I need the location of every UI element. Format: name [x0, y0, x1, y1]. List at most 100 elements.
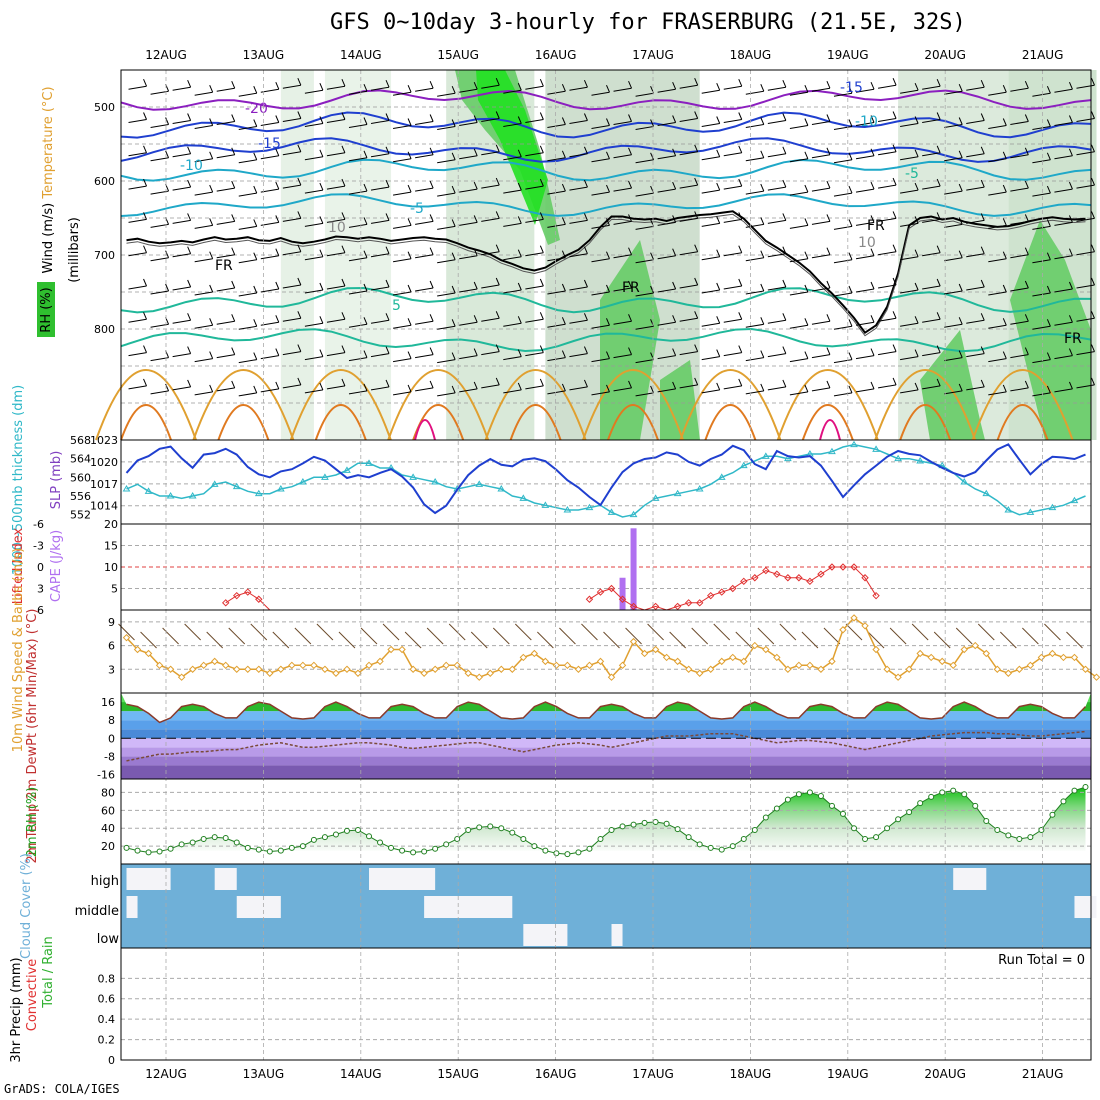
wind-barb-shaft: [966, 319, 985, 324]
wind-barb-flag: [231, 347, 236, 355]
wind-barb-flag: [1002, 218, 1007, 226]
wind-barb-flag: [870, 281, 875, 290]
surface-barb: [647, 623, 664, 641]
cloud-layer-label: low: [97, 932, 120, 947]
wind-barb-shaft: [657, 355, 676, 360]
wind-speed-marker: [806, 661, 814, 670]
wind-barb-shaft: [900, 123, 919, 127]
wind-barb-shaft: [855, 122, 875, 126]
wind-barb-flag: [848, 385, 853, 394]
wind-barb-flag: [760, 283, 765, 292]
wind-barb-shaft: [459, 355, 478, 360]
wind-barb-flag: [804, 184, 809, 193]
lifted-index-marker: [707, 591, 715, 600]
wind-barb-shaft: [855, 355, 875, 360]
wind-barb-flag: [209, 351, 214, 359]
wind-barb-flag: [297, 377, 302, 386]
wind-barb-shaft: [811, 287, 831, 292]
rh-marker: [410, 849, 417, 856]
lifted-index-marker: [861, 574, 869, 582]
wind-barb-flag: [231, 380, 236, 389]
wind-barb-shaft: [326, 152, 346, 157]
wind-barb-shaft: [150, 157, 169, 162]
wind-speed-marker: [773, 653, 781, 662]
wind-speed-marker: [740, 657, 748, 666]
wind-barb-flag: [958, 217, 963, 225]
wind-barb-flag: [738, 278, 743, 287]
wind-barb-flag: [187, 179, 192, 188]
wind-barb-shaft: [172, 153, 191, 158]
wind-speed-marker: [607, 673, 616, 681]
lifted-index-marker: [244, 588, 252, 596]
wind-barb-shaft: [1054, 388, 1073, 393]
wind-barb-flag: [297, 277, 302, 286]
temperature-contour: [120, 137, 1092, 163]
wind-barb-flag: [385, 179, 390, 188]
cloud-block: [611, 924, 623, 946]
wind-barb-shaft: [922, 185, 941, 190]
rh-marker: [663, 820, 670, 827]
wind-barb-flag: [936, 212, 941, 220]
wind-barb-shaft: [128, 318, 147, 323]
cloud-block: [953, 868, 987, 890]
wind-barb-flag: [363, 350, 368, 358]
wind-barb-shaft: [459, 388, 478, 393]
wind-barb-flag: [606, 85, 610, 93]
wind-barb-flag: [275, 115, 280, 123]
wind-barb-shaft: [767, 286, 786, 291]
wind-barb-shaft: [282, 118, 301, 122]
wind-barb-flag: [760, 350, 765, 358]
wind-barb-flag: [1068, 315, 1073, 323]
wind-barb-shaft: [613, 87, 632, 92]
contour-label: FR: [867, 218, 885, 234]
wind-barb-flag: [253, 352, 258, 360]
wind-barb-flag: [429, 280, 434, 289]
thickness-marker: [894, 454, 902, 462]
surface-barb: [162, 627, 179, 645]
wind-barb-shaft: [503, 356, 522, 361]
wind-speed-marker: [762, 645, 770, 654]
wind-barb-flag: [782, 146, 787, 154]
wind-barb-shaft: [481, 184, 500, 189]
wind-barb-flag: [209, 218, 214, 226]
warm-contour: [582, 369, 684, 441]
wind-barb-flag: [672, 281, 677, 290]
wind-barb-flag: [451, 252, 456, 260]
wind-barb-shaft: [789, 91, 808, 96]
wind-barb-flag: [187, 346, 192, 354]
wind-barb-flag: [1046, 219, 1051, 227]
wind-barb-shaft: [922, 252, 941, 257]
wind-barb-flag: [539, 212, 544, 220]
wind-barb-shaft: [877, 351, 897, 356]
wind-barb-flag: [407, 184, 412, 193]
lifted-index-marker: [806, 577, 814, 586]
rh-marker: [564, 851, 571, 858]
wind-barb-flag: [804, 151, 809, 159]
rh-tick-label: 40: [101, 822, 115, 835]
li-ylabel: Lifted Index: [11, 527, 26, 604]
wind-barb-flag: [319, 116, 324, 124]
wind-barb-flag: [1091, 377, 1095, 386]
date-label-bottom: 14AUG: [340, 1067, 382, 1081]
wind-barb-flag: [209, 384, 214, 393]
date-label-bottom: 19AUG: [827, 1067, 869, 1081]
wind-barb-flag: [628, 380, 632, 389]
wind-barb-shaft: [304, 356, 323, 361]
wind-barb-flag: [1046, 185, 1051, 194]
wind-barb-shaft: [701, 322, 720, 327]
wind-barb-flag: [187, 313, 192, 321]
wind-barb-shaft: [326, 185, 346, 190]
wind-barb-flag: [782, 179, 787, 188]
wind-barb-shaft: [811, 154, 831, 159]
wind-barb-shaft: [635, 292, 654, 297]
surface-barb: [757, 627, 775, 645]
wind-barb-flag: [341, 212, 346, 220]
thickness-marker: [188, 492, 197, 499]
wind-barb-flag: [980, 113, 985, 121]
wind-barb-shaft: [481, 384, 500, 389]
wind-barb-shaft: [767, 319, 786, 324]
wind-barb-flag: [738, 178, 743, 187]
wind-barb-flag: [473, 248, 478, 256]
rh-tick-label: 80: [101, 786, 115, 799]
wind-barb-shaft: [900, 389, 919, 394]
